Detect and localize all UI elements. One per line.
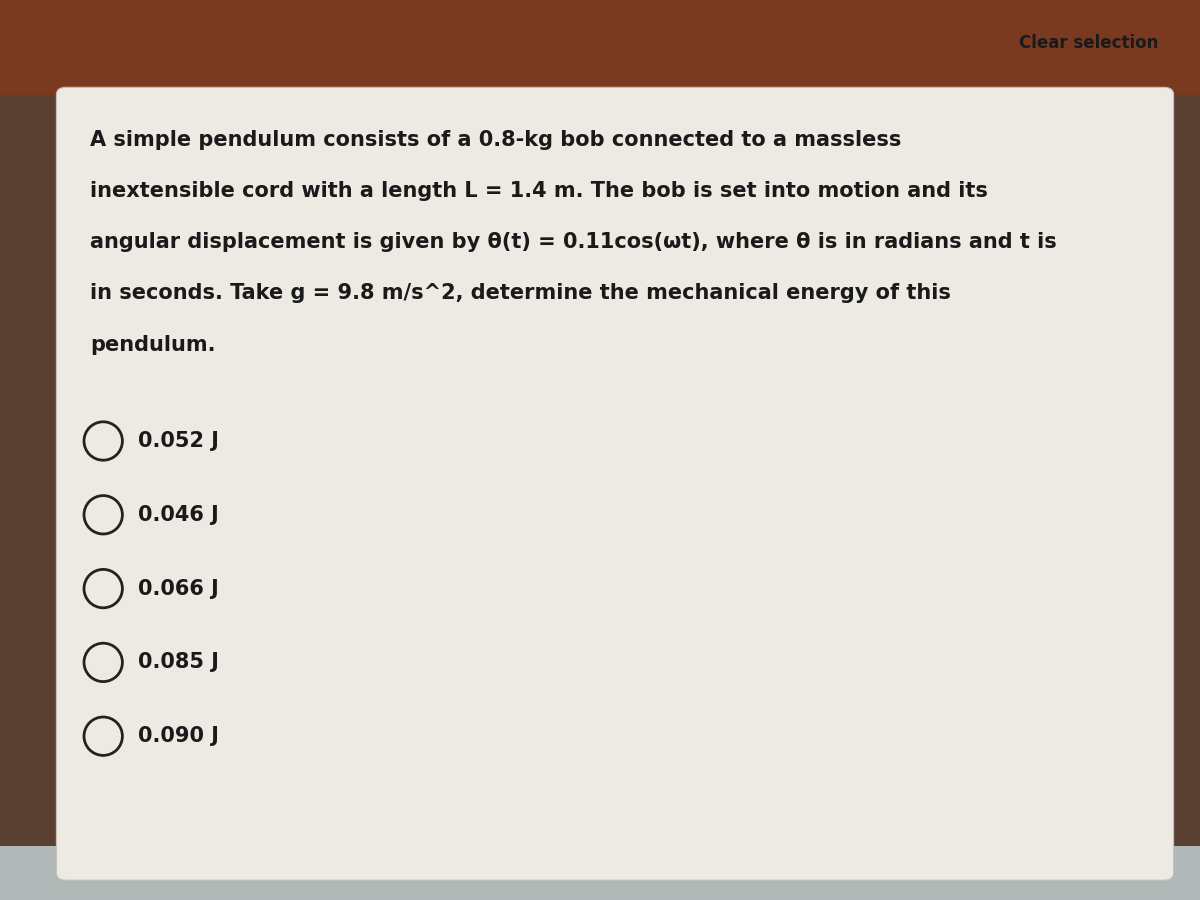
Text: A simple pendulum consists of a 0.8-kg bob connected to a massless: A simple pendulum consists of a 0.8-kg b… xyxy=(90,130,901,149)
Text: pendulum.: pendulum. xyxy=(90,335,216,355)
Text: in seconds. Take g = 9.8 m/s^2, determine the mechanical energy of this: in seconds. Take g = 9.8 m/s^2, determin… xyxy=(90,284,950,303)
Text: 0.085 J: 0.085 J xyxy=(138,652,218,672)
Text: inextensible cord with a length L = 1.4 m. The bob is set into motion and its: inextensible cord with a length L = 1.4 … xyxy=(90,181,988,201)
Text: angular displacement is given by θ(t) = 0.11cos(ωt), where θ is in radians and t: angular displacement is given by θ(t) = … xyxy=(90,232,1057,252)
Text: 0.090 J: 0.090 J xyxy=(138,726,218,746)
Text: 0.046 J: 0.046 J xyxy=(138,505,218,525)
Text: 0.052 J: 0.052 J xyxy=(138,431,218,451)
Text: Clear selection: Clear selection xyxy=(1019,33,1158,51)
FancyBboxPatch shape xyxy=(0,0,1200,95)
Text: 0.066 J: 0.066 J xyxy=(138,579,218,599)
FancyBboxPatch shape xyxy=(56,87,1174,880)
FancyBboxPatch shape xyxy=(0,846,1200,900)
